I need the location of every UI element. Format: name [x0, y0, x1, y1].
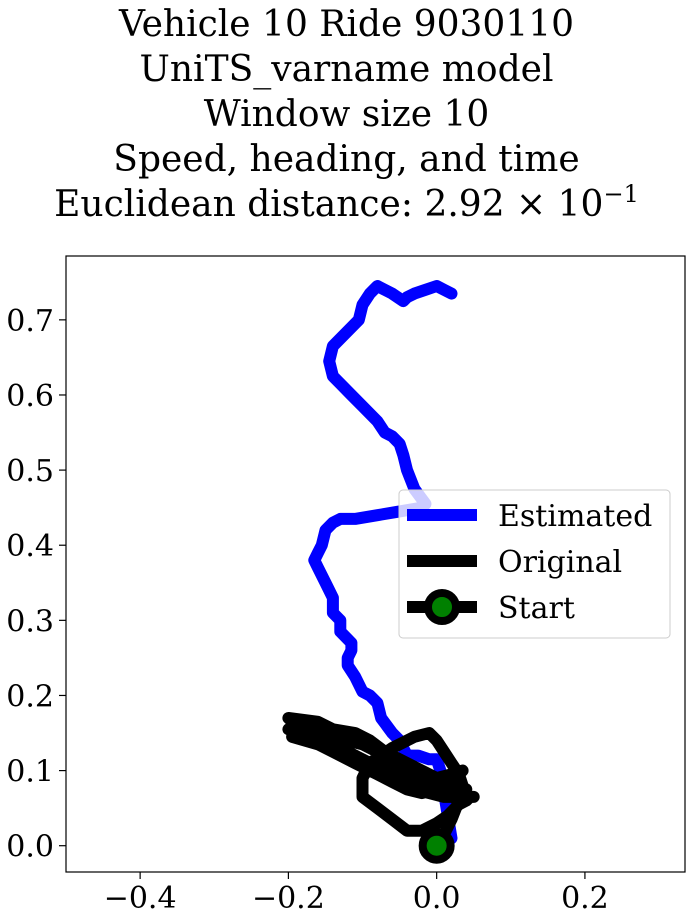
title-metric-line: Euclidean distance: 2.92 × 10−1 — [54, 180, 639, 225]
legend-label-original: Original — [498, 545, 622, 580]
y-tick-label: 0.4 — [6, 529, 54, 564]
y-tick-label: 0.7 — [6, 304, 54, 339]
x-tick-label: 0.2 — [561, 881, 609, 916]
chart-title: Vehicle 10 Ride 9030110 UniTS_varname mo… — [0, 2, 693, 227]
y-tick-label: 0.1 — [6, 755, 54, 790]
series-line-original — [282, 712, 480, 852]
axes: −0.4 −0.2 0.0 0.2 0.0 0.1 0.2 0.3 0.4 0.5 0.6 0.7 — [6, 255, 686, 916]
metric-mantissa: 2.92 — [424, 184, 505, 225]
series-group — [282, 280, 480, 864]
y-tick-label: 0.0 — [6, 830, 54, 865]
metric-exponent: −1 — [603, 180, 639, 208]
legend-label-estimated: Estimated — [498, 499, 652, 534]
title-line-3: Window size 10 — [203, 94, 490, 135]
y-tick-label: 0.2 — [6, 679, 54, 714]
x-tick-label: 0.0 — [413, 881, 461, 916]
y-tick-label: 0.3 — [6, 604, 54, 639]
title-line-4: Speed, heading, and time — [113, 139, 580, 180]
series-line-estimated — [308, 280, 458, 845]
title-line-2: UniTS_varname model — [139, 49, 554, 90]
plot-area — [282, 280, 480, 864]
metric-label: Euclidean distance: — [54, 184, 425, 225]
y-tick-label: 0.6 — [6, 379, 54, 414]
x-tick-label: −0.2 — [252, 881, 325, 916]
x-tick-label: −0.4 — [104, 881, 177, 916]
start-marker — [418, 827, 455, 864]
legend-label-start: Start — [498, 591, 575, 626]
y-tick-label: 0.5 — [6, 454, 54, 489]
title-line-1: Vehicle 10 Ride 9030110 — [118, 4, 575, 45]
legend: Estimated Original Start — [398, 489, 671, 639]
plot-frame — [65, 255, 686, 873]
legend-marker-start — [424, 589, 460, 625]
metric-base: 10 — [557, 184, 604, 225]
